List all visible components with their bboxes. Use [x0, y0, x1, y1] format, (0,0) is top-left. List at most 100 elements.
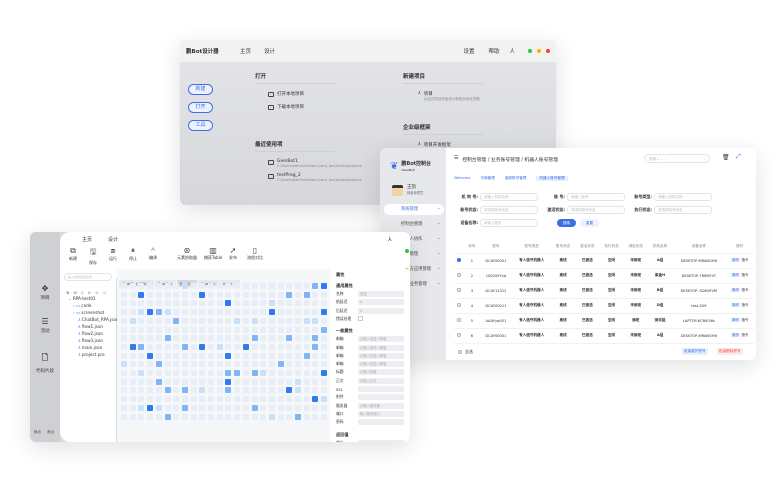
grid-node[interactable]	[234, 404, 241, 411]
grid-node[interactable]	[268, 370, 275, 376]
search-input[interactable]: 请输入...... ⌕	[644, 154, 710, 163]
tab-service-accounts[interactable]: 客服账号管理	[504, 176, 527, 180]
grid-node[interactable]	[155, 387, 162, 394]
grid-node[interactable]	[277, 335, 284, 342]
grid-node[interactable]	[216, 317, 223, 324]
grid-node[interactable]	[190, 326, 197, 333]
grid-node[interactable]	[216, 378, 223, 385]
grid-node[interactable]	[251, 335, 258, 342]
grid-node[interactable]	[190, 283, 197, 289]
grid-node[interactable]	[286, 283, 293, 289]
grid-node[interactable]	[208, 396, 214, 403]
flow-canvas[interactable]: ChatBot_RPA ×flow1 ×flow2 ×flow3 ×main ×	[117, 269, 330, 442]
grid-node[interactable]	[181, 404, 188, 411]
grid-node[interactable]	[121, 396, 127, 403]
open-local-project[interactable]: 打开本地项目	[268, 91, 304, 97]
grid-node[interactable]	[181, 387, 188, 394]
grid-node[interactable]	[147, 317, 154, 324]
grid-node[interactable]	[147, 335, 154, 342]
grid-node[interactable]	[295, 309, 301, 316]
nav-design[interactable]: 设计	[108, 237, 119, 243]
property-row[interactable]: 名称 发送	[336, 291, 404, 297]
output-tab[interactable]: 输出	[34, 430, 42, 434]
grid-node[interactable]	[199, 291, 206, 298]
grid-node[interactable]	[173, 300, 180, 307]
toolbar-capture-table[interactable]: ▥ 捕获Table	[196, 246, 230, 261]
grid-node[interactable]	[286, 361, 293, 368]
grid-node[interactable]	[312, 317, 319, 324]
grid-node[interactable]	[286, 352, 293, 359]
grid-node[interactable]	[286, 370, 293, 376]
grid-node[interactable]	[155, 396, 162, 403]
grid-node[interactable]	[147, 396, 154, 403]
property-row[interactable]: 前延迟 0	[336, 299, 404, 306]
fullscreen-icon[interactable]: ⤢	[736, 153, 741, 160]
grid-node[interactable]	[225, 378, 232, 385]
grid-node[interactable]	[286, 396, 293, 403]
row-checkbox[interactable]	[457, 288, 462, 292]
command-button[interactable]: 指令	[741, 273, 749, 277]
grid-node[interactable]	[286, 413, 293, 420]
grid-node[interactable]	[155, 335, 162, 342]
grid-node[interactable]	[268, 396, 275, 403]
grid-node[interactable]	[277, 361, 284, 368]
grid-node[interactable]	[208, 300, 214, 307]
grid-node[interactable]	[242, 396, 249, 403]
grid-node[interactable]	[190, 370, 197, 376]
grid-node[interactable]	[303, 326, 310, 333]
grid-node[interactable]	[155, 291, 162, 298]
grid-node[interactable]	[147, 309, 154, 316]
grid-node[interactable]	[121, 387, 127, 394]
grid-node[interactable]	[147, 378, 154, 385]
grid-node[interactable]	[312, 387, 319, 394]
grid-node[interactable]	[260, 404, 267, 411]
grid-node[interactable]	[286, 343, 293, 350]
grid-node[interactable]	[260, 283, 267, 289]
grid-node[interactable]	[312, 309, 319, 316]
grid-node[interactable]	[321, 335, 328, 342]
grid-node[interactable]	[208, 387, 214, 394]
grid-node[interactable]	[260, 291, 267, 298]
grid-node[interactable]	[138, 413, 145, 420]
grid-node[interactable]	[121, 352, 127, 359]
grid-node[interactable]	[121, 300, 127, 307]
grid-node[interactable]	[277, 404, 284, 411]
grid-node[interactable]	[260, 370, 267, 376]
grid-node[interactable]	[225, 291, 232, 298]
grid-node[interactable]	[138, 361, 145, 368]
grid-node[interactable]	[260, 317, 267, 324]
grid-node[interactable]	[121, 404, 127, 411]
grid-node[interactable]	[129, 300, 136, 307]
grid-node[interactable]	[277, 387, 284, 394]
grid-node[interactable]	[242, 404, 249, 411]
operate-button[interactable]: 操作	[730, 303, 741, 307]
grid-node[interactable]	[155, 361, 162, 368]
grid-node[interactable]	[138, 317, 145, 324]
grid-node[interactable]	[199, 326, 206, 333]
grid-node[interactable]	[260, 343, 267, 350]
grid-node[interactable]	[251, 387, 258, 394]
grid-node[interactable]	[295, 361, 301, 368]
grid-node[interactable]	[173, 404, 180, 411]
tree-item[interactable]: ⌄ RPA-test01	[68, 296, 96, 301]
help-link[interactable]: 帮助	[488, 49, 500, 55]
grid-node[interactable]	[312, 291, 319, 298]
window-maximize-button[interactable]	[405, 249, 409, 253]
grid-node[interactable]	[208, 361, 214, 368]
grid-node[interactable]	[286, 378, 293, 385]
grid-node[interactable]	[303, 309, 310, 316]
grid-node[interactable]	[147, 326, 154, 333]
grid-node[interactable]	[216, 413, 223, 420]
grid-node[interactable]	[225, 387, 232, 394]
grid-node[interactable]	[164, 283, 171, 289]
breakpoint-tab[interactable]: 断点	[47, 430, 55, 434]
tab-welcome[interactable]: Welcome	[454, 176, 471, 180]
grid-node[interactable]	[129, 335, 136, 342]
grid-node[interactable]	[234, 283, 241, 289]
property-row[interactable]: 输出	[336, 439, 404, 442]
project-search-input[interactable]: 输入搜索项目名称	[64, 273, 112, 281]
grid-node[interactable]	[164, 300, 171, 307]
grid-node[interactable]	[138, 387, 145, 394]
grid-node[interactable]	[260, 361, 267, 368]
grid-node[interactable]	[208, 352, 214, 359]
